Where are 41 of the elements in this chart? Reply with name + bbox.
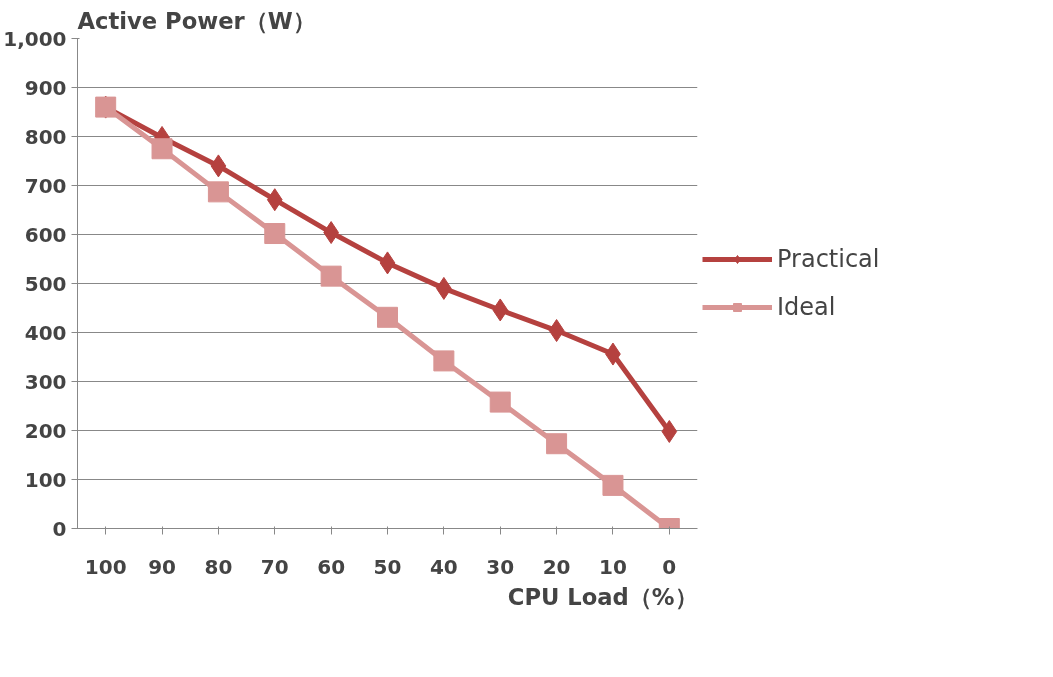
y-tick-label: 100 [24, 467, 67, 492]
x-tick-label: 60 [317, 554, 346, 579]
x-tick-label: 20 [542, 554, 571, 579]
y-axis-title: Active Power（W） [77, 7, 316, 34]
x-tick-label: 50 [373, 554, 402, 579]
point [266, 188, 283, 212]
x-tick-label: 90 [148, 554, 176, 579]
y-tick-label: 800 [24, 124, 67, 149]
point [492, 298, 509, 322]
point [210, 154, 227, 178]
x-tick-label: 0 [662, 554, 677, 579]
y-tick-label: 1,000 [3, 26, 67, 51]
x-tick-label: 40 [429, 554, 458, 579]
x-tick-label: 30 [486, 554, 515, 579]
y-tick-label: 700 [24, 173, 67, 198]
x-tick-label: 80 [204, 554, 233, 579]
point [661, 419, 678, 443]
point [151, 138, 173, 160]
y-tick-label: 300 [24, 369, 67, 394]
x-tick-label: 10 [599, 554, 627, 579]
y-tick-label: 0 [52, 516, 67, 541]
point [379, 251, 396, 275]
point [433, 350, 455, 372]
y-tick-label: 600 [24, 222, 67, 247]
point [602, 474, 624, 496]
legend-label: Practical [777, 245, 880, 273]
x-tick-label: 70 [260, 554, 289, 579]
y-tick-label: 900 [24, 75, 67, 100]
point [548, 319, 565, 343]
point [377, 306, 398, 328]
y-tick-label: 200 [24, 418, 67, 443]
point [489, 391, 511, 413]
x-tick-label: 100 [84, 554, 127, 579]
point [264, 223, 286, 245]
x-axis-title: CPU Load（%） [507, 583, 698, 610]
y-tick-label: 400 [24, 320, 67, 345]
y-tick-label: 500 [24, 271, 67, 296]
point [546, 433, 568, 455]
legend-label: Ideal [777, 293, 836, 321]
point [207, 181, 229, 203]
point [320, 265, 342, 287]
